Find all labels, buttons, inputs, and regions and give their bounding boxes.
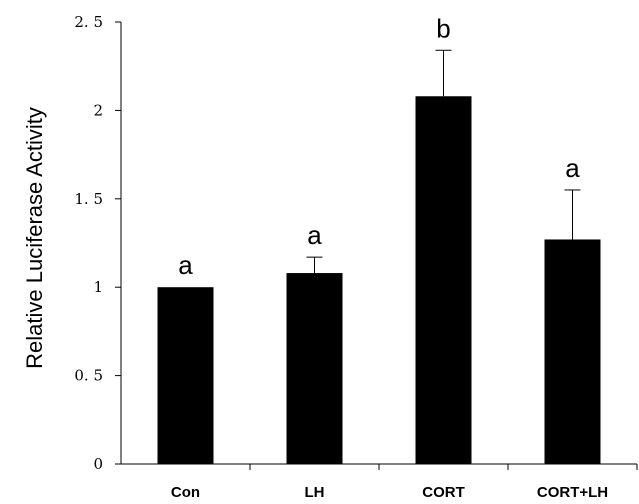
- bar: [544, 239, 601, 464]
- significance-label: a: [307, 220, 322, 250]
- significance-label: a: [565, 153, 580, 183]
- bar: [286, 273, 343, 464]
- bar: [157, 287, 214, 464]
- y-tick-label: 0. 5: [74, 367, 103, 385]
- x-tick-label: LH: [305, 484, 325, 501]
- y-tick-label: 1. 5: [74, 190, 103, 208]
- x-tick-label: Con: [171, 484, 200, 501]
- x-tick-label: CORT+LH: [537, 484, 608, 501]
- y-tick-label: 2: [93, 101, 103, 119]
- bar: [415, 96, 472, 465]
- x-tick-label: CORT: [422, 484, 465, 501]
- y-tick-label: 1: [93, 278, 103, 296]
- y-tick-label: 2. 5: [74, 13, 103, 31]
- plot-area: 0 0. 5 1 1. 5 2 2. 5 a Con a LH b CORT a CORT+LH: [74, 13, 638, 501]
- significance-label: b: [436, 13, 450, 43]
- significance-label: a: [178, 250, 193, 280]
- y-axis-title: Relative Luciferase Activity: [22, 107, 47, 369]
- y-tick-label: 0: [93, 455, 103, 473]
